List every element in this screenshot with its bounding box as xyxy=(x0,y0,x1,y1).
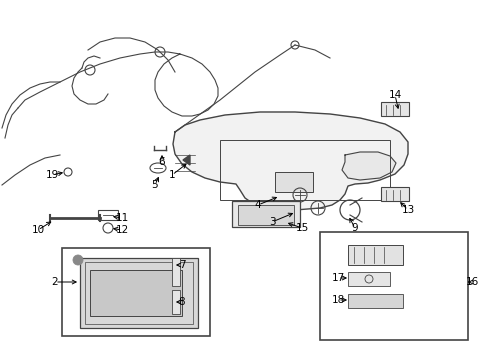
Bar xyxy=(172,290,180,314)
Text: 11: 11 xyxy=(115,213,128,223)
Text: 15: 15 xyxy=(295,223,308,233)
Bar xyxy=(98,210,118,220)
Bar xyxy=(347,294,402,308)
Bar xyxy=(347,272,389,286)
Text: 4: 4 xyxy=(254,200,261,210)
Polygon shape xyxy=(341,152,395,180)
Text: 2: 2 xyxy=(52,277,58,287)
Bar xyxy=(319,232,467,340)
Text: 9: 9 xyxy=(351,223,358,233)
Text: 7: 7 xyxy=(178,260,185,270)
Bar xyxy=(85,262,193,324)
Text: 8: 8 xyxy=(178,297,185,307)
Bar xyxy=(80,258,198,328)
Text: 18: 18 xyxy=(331,295,344,305)
Bar xyxy=(220,140,389,200)
Bar xyxy=(90,270,182,316)
Bar xyxy=(231,201,299,227)
Text: 10: 10 xyxy=(31,225,44,235)
Text: 1: 1 xyxy=(168,170,175,180)
Polygon shape xyxy=(183,155,190,165)
Text: 17: 17 xyxy=(331,273,344,283)
Text: 13: 13 xyxy=(401,205,414,215)
Bar xyxy=(62,248,209,336)
Bar xyxy=(380,102,408,116)
Bar xyxy=(380,187,408,201)
Text: 3: 3 xyxy=(268,217,275,227)
Text: 6: 6 xyxy=(159,157,165,167)
Text: 12: 12 xyxy=(115,225,128,235)
Text: 19: 19 xyxy=(45,170,59,180)
Text: 5: 5 xyxy=(151,180,158,190)
Bar xyxy=(238,205,293,225)
Bar xyxy=(274,172,312,192)
Bar xyxy=(172,258,180,286)
Circle shape xyxy=(73,255,83,265)
Bar xyxy=(347,245,402,265)
Text: 14: 14 xyxy=(387,90,401,100)
Polygon shape xyxy=(173,112,407,210)
Text: 16: 16 xyxy=(465,277,478,287)
